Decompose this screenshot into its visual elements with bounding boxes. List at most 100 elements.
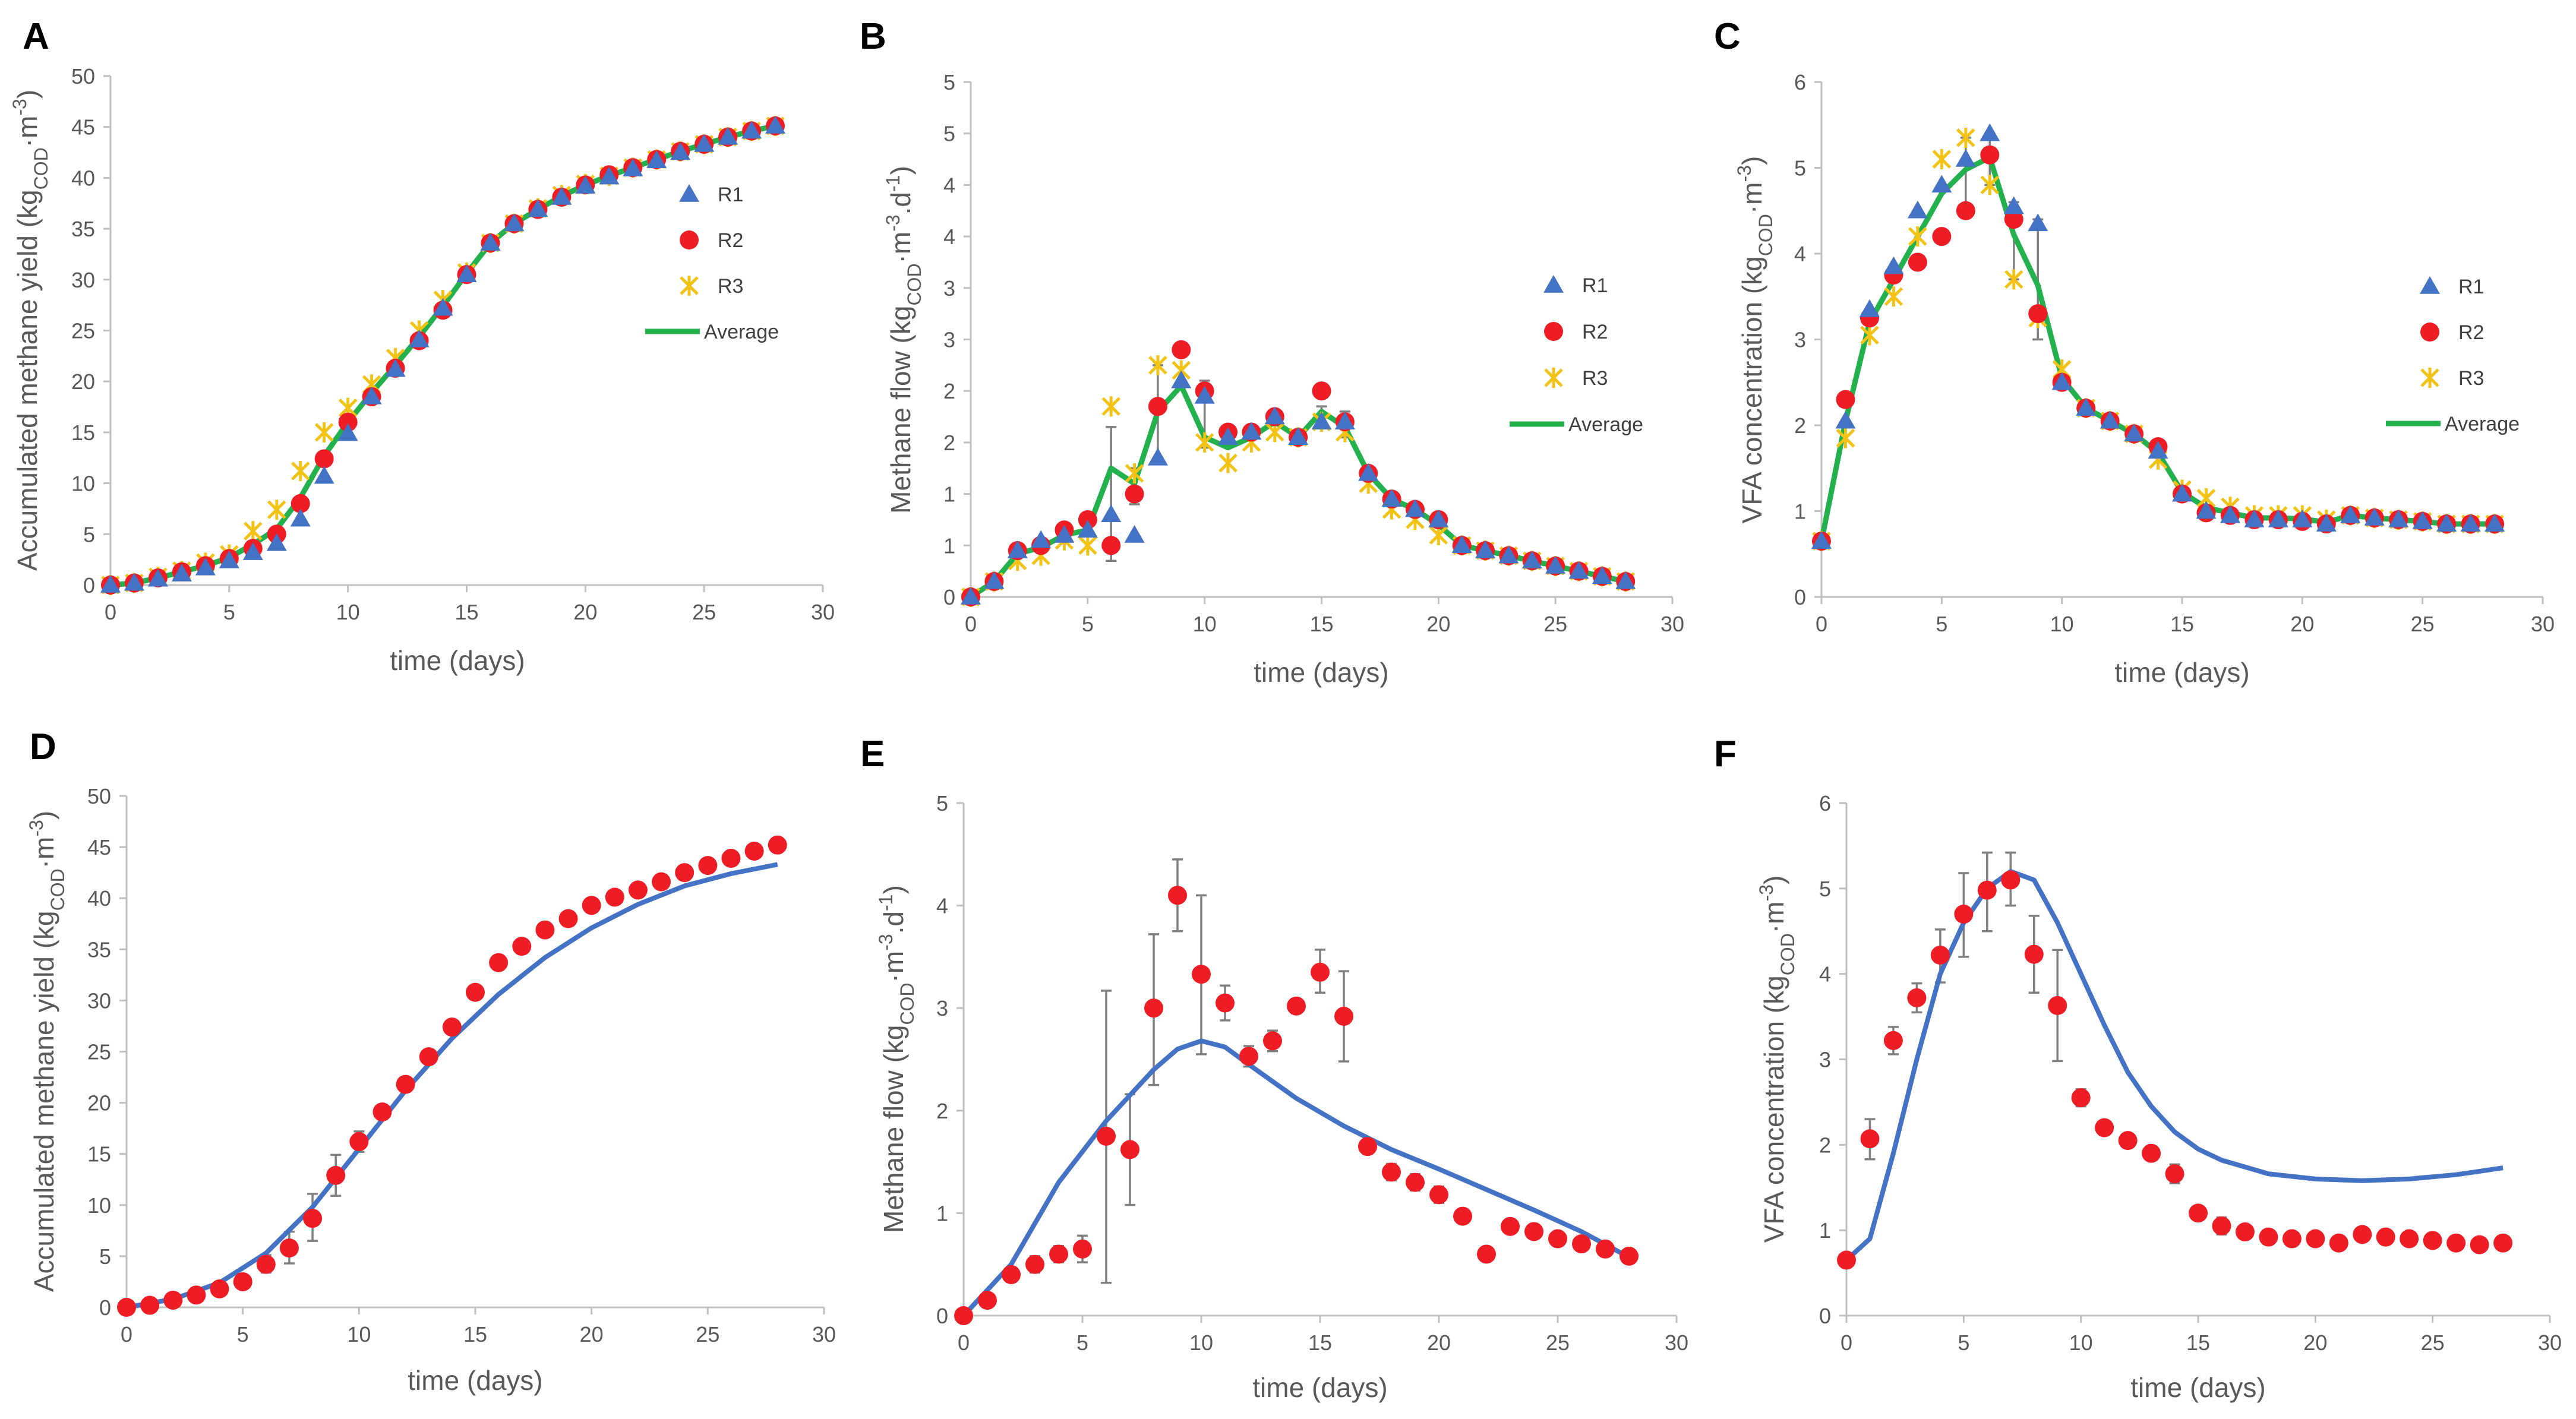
measured-point [2470, 1235, 2489, 1254]
average-line [110, 123, 776, 588]
r1-point [984, 571, 1005, 589]
r1-point [124, 573, 144, 591]
measured-point [652, 872, 671, 892]
measured-point [698, 856, 718, 876]
x-tick-label: 5 [1936, 612, 1947, 636]
r1-point [2485, 514, 2505, 532]
model-line [1845, 869, 2504, 1262]
r1-point [2316, 514, 2337, 532]
y-axis-title: Methane flow (kgCOD·m-3.d-1) [882, 166, 925, 514]
r1-point [1031, 530, 1052, 548]
legend-label-r1: R1 [1582, 274, 1608, 297]
r1-point [1907, 200, 1928, 219]
r1-point [2076, 398, 2097, 416]
y-tick-label: 6 [1794, 70, 1806, 94]
r3-point [1101, 396, 1120, 417]
measured-point [2259, 1227, 2278, 1247]
r1-point [1311, 412, 1332, 429]
r1-point [2388, 509, 2409, 527]
r1-point [2172, 483, 2192, 502]
measured-point [1977, 880, 1997, 900]
x-tick-label: 5 [1077, 1330, 1088, 1355]
x-axis-title: time (days) [408, 1365, 542, 1396]
measured-point [1049, 1244, 1068, 1264]
y-tick-label: 30 [71, 268, 95, 292]
y-tick-label: 45 [87, 835, 111, 859]
x-tick-label: 25 [2421, 1330, 2445, 1355]
measured-point [2446, 1233, 2466, 1253]
x-tick-label: 5 [223, 600, 235, 624]
x-tick-label: 10 [336, 600, 360, 624]
x-tick-label: 0 [1841, 1330, 1852, 1355]
x-tick-label: 25 [1546, 1330, 1570, 1355]
measured-point [419, 1047, 438, 1067]
r1-point [1980, 123, 2000, 141]
legend-r3-marker [1544, 368, 1563, 388]
y-tick-label: 0 [99, 1295, 111, 1320]
measured-point [2212, 1216, 2231, 1235]
legend-label-r2: R2 [1582, 321, 1608, 343]
y-tick-label: 3 [936, 996, 948, 1020]
y-axis-title: Accumulated methane yield (kgCOD·m-3) [9, 90, 52, 571]
r3-point [1908, 226, 1927, 247]
y-tick-label: 20 [71, 369, 95, 394]
legend: R1 R2 R3 Average [2386, 276, 2520, 435]
x-tick-label: 15 [454, 600, 478, 624]
legend-label-average: Average [704, 321, 779, 343]
y-axis-title: VFA concentration (kgCOD·m-3) [1734, 156, 1776, 524]
r1-point [1859, 299, 1880, 317]
measured-point [1002, 1265, 1021, 1284]
measured-point [466, 982, 485, 1002]
x-axis-title: time (days) [1252, 1372, 1387, 1403]
measured-point [2071, 1088, 2091, 1108]
y-tick-label: 4 [1794, 242, 1806, 266]
measured-point [1382, 1162, 1401, 1182]
legend-label-r3: R3 [1582, 367, 1608, 390]
legend-r1-marker [2420, 276, 2440, 294]
y-tick-label: 50 [71, 64, 95, 89]
legend-r1-marker [679, 184, 699, 202]
panel-letter: F [1714, 734, 1737, 775]
r1-point [1054, 524, 1075, 543]
measured-point [768, 835, 787, 855]
r1-point [100, 575, 121, 593]
y-axis-title: Accumulated methane yield (kgCOD·m-3) [26, 811, 68, 1292]
measured-point [1596, 1239, 1615, 1259]
measured-point [1477, 1244, 1496, 1264]
measured-point [2142, 1143, 2161, 1163]
r2-point [1078, 510, 1097, 529]
r1-point [670, 142, 691, 160]
r1-point [1264, 406, 1285, 425]
r2-point [1980, 145, 2000, 165]
r3-point [1218, 453, 1238, 473]
r3-point [1860, 325, 1879, 346]
y-tick-label: 2 [936, 1099, 948, 1123]
y-tick-label: 2 [1819, 1133, 1831, 1157]
r3-point [291, 461, 310, 482]
measured-point [1429, 1185, 1448, 1205]
y-tick-label: 0 [83, 573, 95, 598]
measured-point [954, 1306, 973, 1325]
x-tick-label: 10 [2069, 1330, 2093, 1355]
y-tick-label: 1 [943, 482, 955, 507]
measured-point [2306, 1229, 2325, 1249]
r2-point [2004, 210, 2023, 229]
r1-point [694, 134, 715, 152]
y-tick-label: 3 [1794, 328, 1806, 352]
y-tick-label: 1 [1819, 1218, 1831, 1243]
y-tick-label: 10 [71, 472, 95, 496]
r1-point [1955, 149, 1976, 167]
r3-point [1932, 149, 1952, 170]
r1-point [1288, 427, 1309, 445]
x-tick-label: 10 [1189, 1330, 1213, 1355]
x-tick-label: 30 [2538, 1330, 2562, 1355]
measured-point [1097, 1126, 1116, 1146]
y-axis-title: Methane flow (kgCOD·m-3.d-1) [875, 885, 918, 1233]
y-tick-label: 25 [87, 1040, 111, 1064]
measured-point [1930, 946, 1950, 965]
r1-point [171, 564, 192, 581]
x-axis-title: time (days) [1254, 657, 1388, 688]
measured-point [721, 849, 741, 868]
y-tick-label: 5 [943, 122, 955, 146]
x-tick-label: 10 [1193, 612, 1217, 636]
